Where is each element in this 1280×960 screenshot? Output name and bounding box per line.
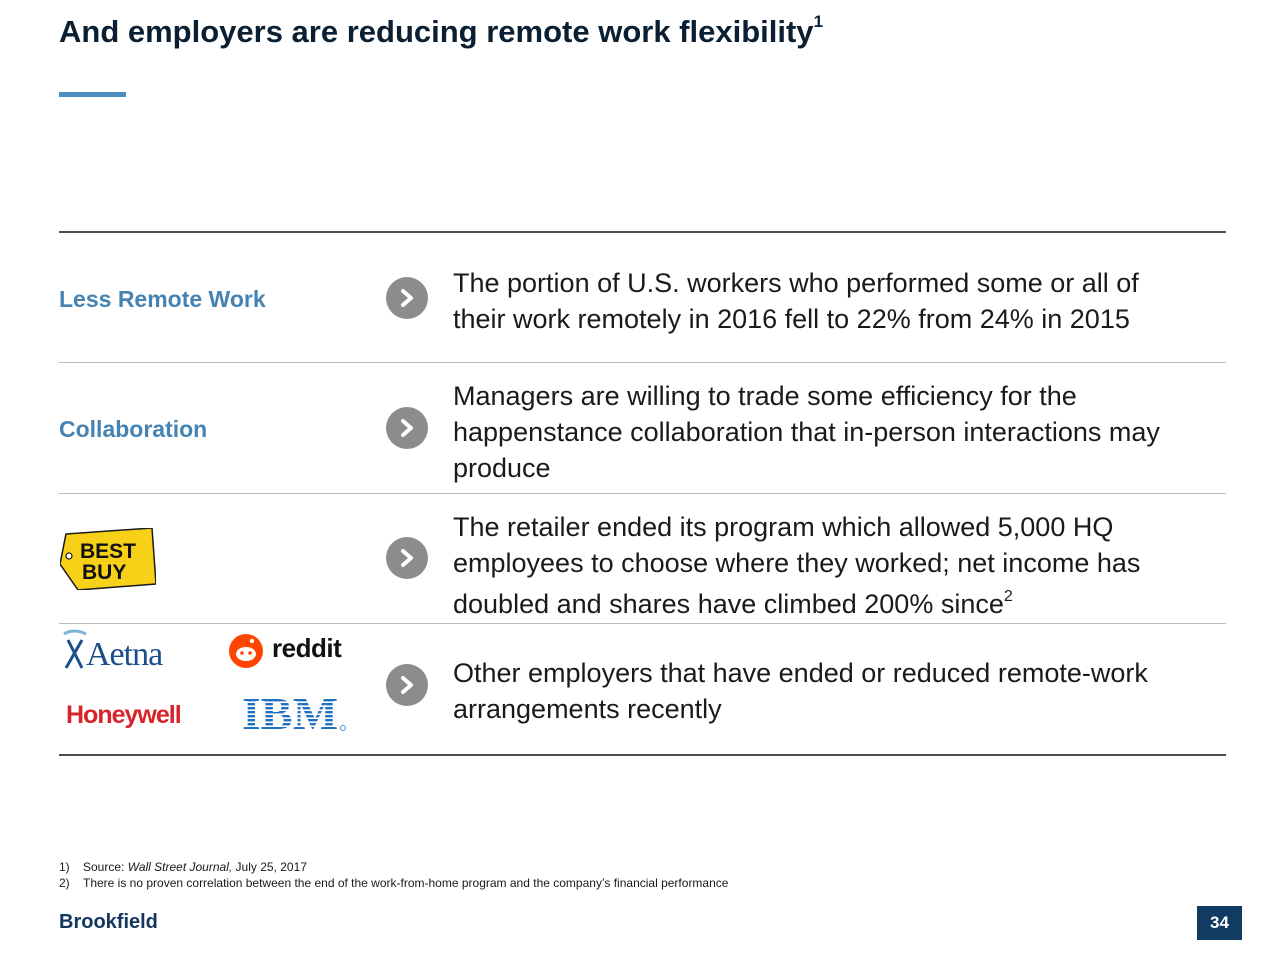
footnotes: 1) Source: Wall Street Journal, July 25, … [59,859,728,891]
row-text-line: arrangements recently [453,694,722,724]
aetna-logo: Aetna [60,628,190,674]
row-text-line: doubled and shares have climbed 200% sin… [453,581,1213,622]
svg-text:BEST: BEST [80,540,136,563]
footnote-text: There is no proven correlation between t… [83,876,729,890]
svg-text:BUY: BUY [82,561,126,584]
reddit-wordmark: reddit [272,633,342,663]
row-text-line: Managers are willing to trade some effic… [453,381,1077,411]
row-description: Managers are willing to trade some effic… [453,378,1213,486]
row-text-line: their work remotely in 2016 fell to 22% … [453,304,1130,334]
reddit-logo: reddit [228,633,348,669]
row-description: Other employers that have ended or reduc… [453,655,1213,727]
chevron-right-icon [386,664,428,706]
footnote-number: 2) [59,876,70,890]
row-text-line-main: doubled and shares have climbed 200% sin… [453,589,1004,619]
footnote: 1) Source: Wall Street Journal, July 25, … [59,859,728,875]
row-label-less-remote-work: Less Remote Work [59,286,266,312]
row-label-collaboration: Collaboration [59,416,208,442]
row-divider [59,623,1226,624]
row-text-line: happenstance collaboration that in-perso… [453,417,1160,447]
table-bottom-rule [59,754,1226,756]
honeywell-logo: Honeywell [66,701,182,729]
title-footnote-marker: 1 [813,11,824,31]
row-divider [59,362,1226,363]
chevron-right-icon [386,537,428,579]
row-description: The portion of U.S. workers who performe… [453,265,1213,337]
footnote-text: July 25, 2017 [232,860,307,874]
row-text-line: Other employers that have ended or reduc… [453,658,1148,688]
svg-text:IBM: IBM [242,691,338,735]
best-buy-logo: BEST BUY [59,527,157,591]
title-accent-bar [59,92,126,97]
page-title-text: And employers are reducing remote work f… [59,14,814,49]
footnote-text: Source: [83,860,128,874]
ibm-logo: IBM [242,688,348,739]
row-text-line: employees to choose where they worked; n… [453,548,1141,578]
row-description: The retailer ended its program which all… [453,509,1213,622]
brand-logo: Brookfield [59,911,158,933]
row-divider [59,493,1226,494]
chevron-right-icon [386,277,428,319]
footnote: 2) There is no proven correlation between… [59,875,728,891]
page-title: And employers are reducing remote work f… [59,11,824,50]
chevron-right-icon [386,407,428,449]
footnote-number: 1) [59,860,70,874]
row-text-line: The retailer ended its program which all… [453,512,1114,542]
aetna-wordmark: Aetna [86,636,163,673]
row-text-line: The portion of U.S. workers who performe… [453,268,1139,298]
row-text-line: produce [453,453,551,483]
footnote-marker: 2 [1003,588,1013,605]
footnote-source: Wall Street Journal, [127,860,233,874]
page-number: 34 [1197,906,1242,940]
table-top-rule [59,231,1226,233]
